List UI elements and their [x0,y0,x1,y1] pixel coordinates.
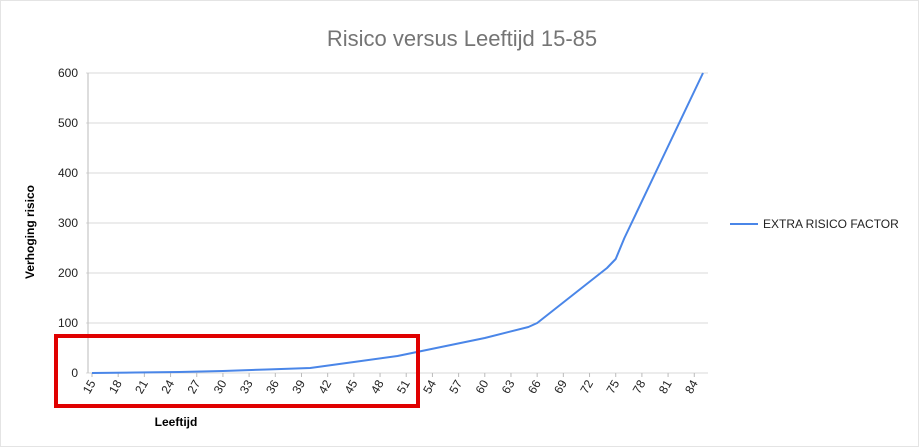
x-tick-label: 42 [315,377,334,396]
y-tick-label: 0 [71,366,78,380]
x-tick-label: 78 [630,377,649,396]
x-tick-label: 36 [263,377,282,396]
legend-label: EXTRA RISICO FACTOR [763,217,899,231]
x-tick-label: 63 [499,377,518,396]
x-tick-label: 81 [656,377,675,396]
x-tick-label: 30 [211,377,230,396]
x-tick-label: 48 [368,377,387,396]
x-tick-label: 66 [525,377,544,396]
x-tick-label: 21 [132,377,151,396]
x-tick-label: 27 [185,377,204,396]
x-tick-label: 33 [237,377,256,396]
x-tick-label: 51 [394,377,413,396]
x-tick-label: 45 [342,377,361,396]
x-tick-label: 72 [577,377,596,396]
x-tick-label: 57 [446,377,465,396]
y-tick-label: 300 [58,216,78,230]
x-tick-label: 15 [80,377,99,396]
y-tick-label: 100 [58,316,78,330]
x-tick-label: 18 [106,377,125,396]
x-axis-title: Leeftijd [155,415,198,429]
x-tick-label: 54 [420,377,439,396]
plot-area: 0 100 200 300 400 500 600 15 18 21 24 27 30 33 36 39 42 4… [58,66,899,396]
x-tick-label: 39 [289,377,308,396]
chart-title: Risico versus Leeftijd 15-85 [327,26,597,51]
x-tick-label: 69 [551,377,570,396]
y-tick-label: 500 [58,116,78,130]
y-tick-label: 600 [58,66,78,80]
x-tick-label: 24 [158,377,177,396]
x-tick-label: 60 [473,377,492,396]
x-tick-label: 84 [682,377,701,396]
highlight-box [54,334,420,408]
y-axis-title: Verhoging risico [23,185,37,279]
data-line [91,72,704,374]
y-tick-label: 400 [58,166,78,180]
x-tick-label: 75 [604,377,623,396]
y-tick-label: 200 [58,266,78,280]
